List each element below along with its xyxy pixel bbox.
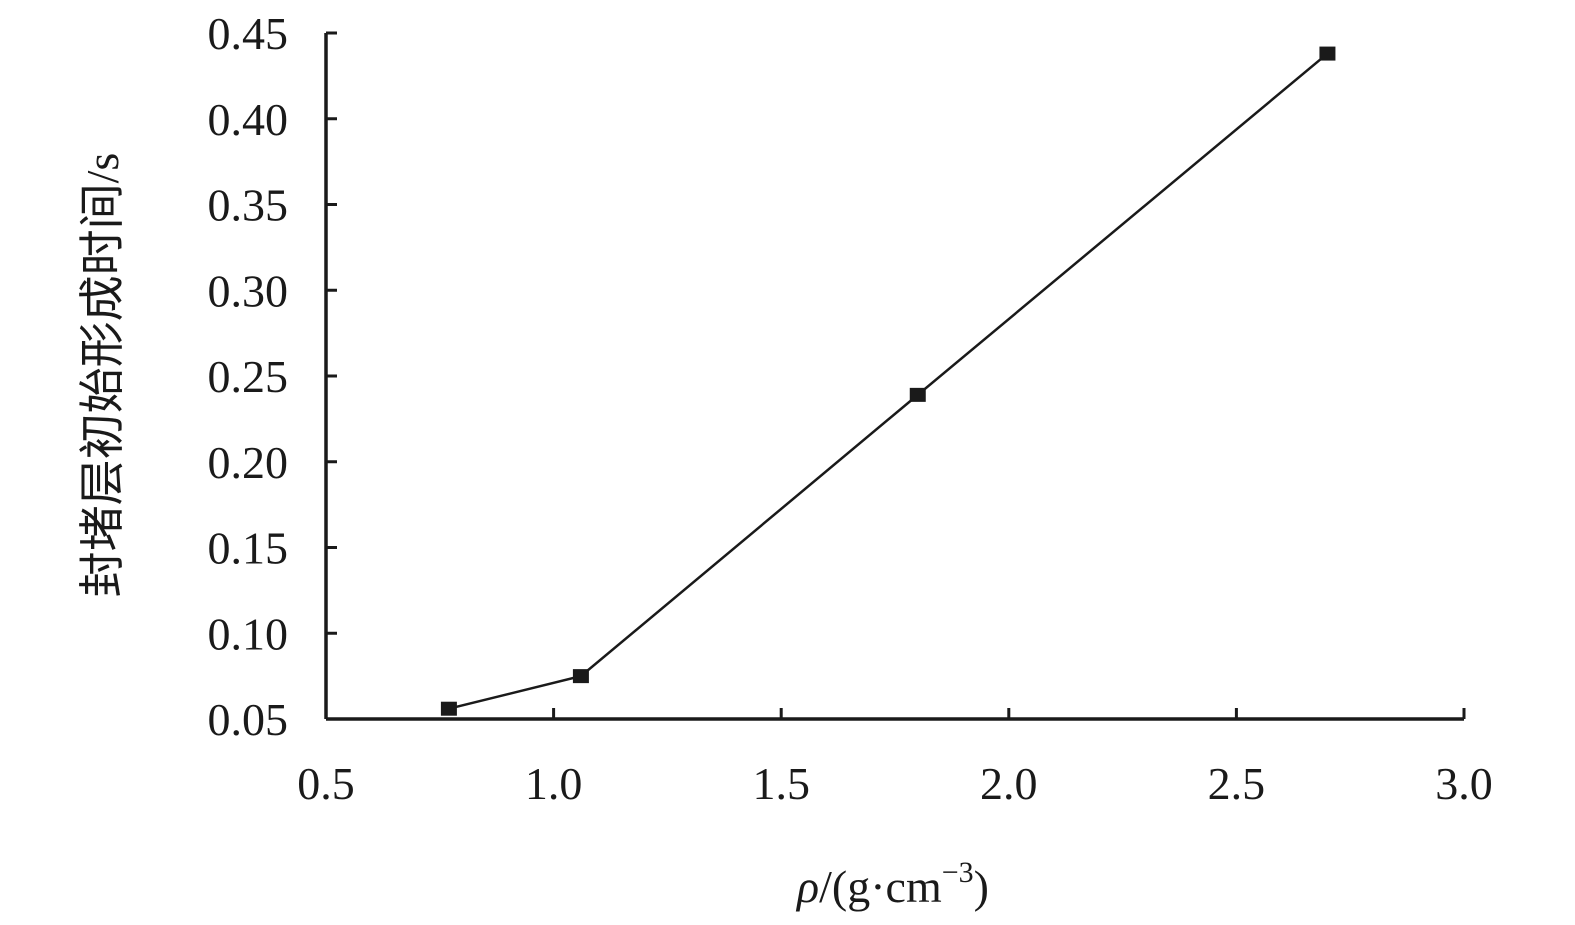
x-axis-label-unit: /(g·cm xyxy=(819,861,942,912)
x-tick-label: 0.5 xyxy=(297,758,355,809)
data-point-marker xyxy=(440,701,457,716)
y-tick-label: 0.05 xyxy=(208,694,289,745)
data-point-marker xyxy=(572,669,589,684)
data-point-marker xyxy=(1319,46,1336,61)
x-tick-label: 1.0 xyxy=(525,758,583,809)
y-tick-label: 0.20 xyxy=(208,437,289,488)
x-axis-label: ρ/(g·cm−3) xyxy=(795,856,989,912)
x-axis-label-symbol: ρ xyxy=(795,861,819,912)
x-axis-ticks: 0.5 1.0 1.5 2.0 2.5 3.0 xyxy=(297,708,1493,809)
y-tick-label: 0.40 xyxy=(208,94,289,145)
y-tick-label: 0.15 xyxy=(208,523,289,574)
data-point-marker xyxy=(909,387,926,402)
y-axis-label: 封堵层初始形成时间/s xyxy=(77,153,128,598)
x-tick-label: 3.0 xyxy=(1435,758,1493,809)
y-tick-label: 0.25 xyxy=(208,351,289,402)
y-tick-label: 0.35 xyxy=(208,180,289,231)
y-tick-label: 0.45 xyxy=(208,8,289,59)
y-axis-ticks: 0.05 0.10 0.15 0.20 0.25 0.30 0.35 0.40 0.45 xyxy=(208,8,337,745)
x-axis-label-closing: ) xyxy=(974,861,989,912)
series-plot xyxy=(440,46,1336,716)
series-line xyxy=(448,52,1329,710)
x-tick-label: 1.5 xyxy=(752,758,810,809)
x-tick-label: 2.5 xyxy=(1208,758,1266,809)
x-axis-label-superscript: −3 xyxy=(942,856,974,889)
y-tick-label: 0.30 xyxy=(208,265,289,316)
x-tick-label: 2.0 xyxy=(980,758,1038,809)
y-tick-label: 0.10 xyxy=(208,608,289,659)
axes xyxy=(324,33,1464,721)
